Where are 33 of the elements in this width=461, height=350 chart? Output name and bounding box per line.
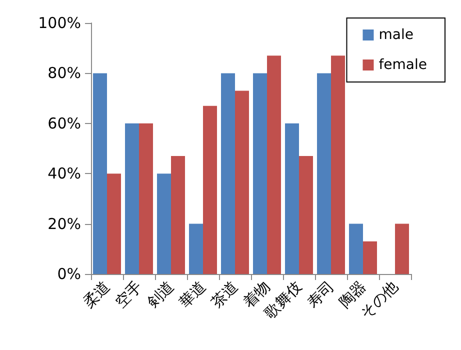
bar: [317, 73, 331, 274]
bar: [157, 174, 171, 274]
legend-label: male: [378, 27, 414, 43]
bar: [93, 73, 107, 274]
y-tick-label: 0%: [57, 265, 81, 283]
bar: [107, 174, 121, 274]
bar: [253, 73, 267, 274]
y-tick-label: 100%: [38, 14, 81, 32]
bar: [299, 156, 313, 274]
bar: [267, 56, 281, 274]
bar: [331, 56, 345, 274]
x-tick-label: 柔道: [79, 278, 114, 312]
bar: [395, 224, 409, 274]
bar: [221, 73, 235, 274]
x-tick-label: 華道: [175, 278, 210, 312]
bar: [139, 123, 153, 274]
y-tick-label: 20%: [48, 214, 81, 233]
y-tick-label: 80%: [48, 64, 81, 82]
x-tick-label: 茶道: [207, 278, 242, 312]
bar: [285, 123, 299, 274]
x-tick-label: 空手: [111, 278, 146, 312]
x-tick-label: 剣道: [143, 278, 178, 312]
bar: [189, 224, 203, 274]
bar: [349, 224, 363, 274]
y-tick-label: 60%: [48, 114, 81, 132]
bar: [171, 156, 185, 274]
bar: [235, 90, 249, 274]
x-tick-label: 寿司: [303, 278, 338, 312]
bar: [363, 241, 377, 274]
legend-label: female: [378, 57, 428, 73]
bar: [203, 106, 217, 274]
y-tick-label: 40%: [48, 164, 81, 183]
bar: [125, 123, 139, 274]
